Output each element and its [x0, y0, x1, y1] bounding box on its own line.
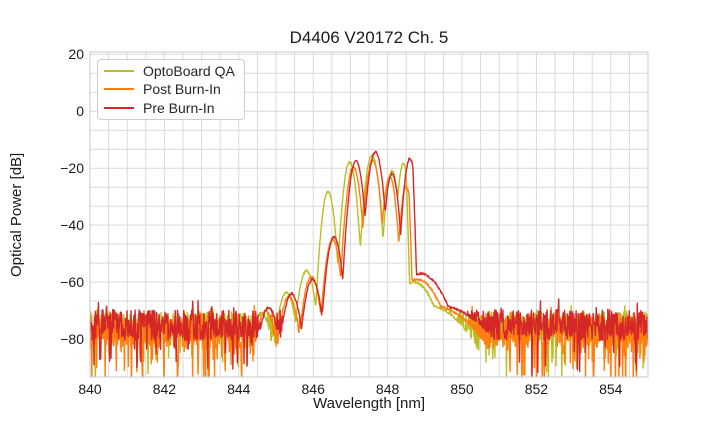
legend-box: OptoBoard QA Post Burn-In Pre Burn-In: [97, 59, 245, 120]
legend-label: OptoBoard QA: [143, 63, 235, 80]
y-tick-label: 0: [76, 103, 84, 120]
y-tick-label: 20: [68, 46, 84, 63]
y-tick-label: −80: [60, 331, 84, 348]
y-tick-label: −40: [60, 217, 84, 234]
legend-item-post-burn-in: Post Burn-In: [104, 80, 238, 98]
x-tick-label: 854: [599, 381, 623, 397]
x-tick-label: 840: [78, 381, 102, 397]
x-tick-label: 842: [152, 381, 177, 397]
x-tick-label: 848: [375, 381, 400, 397]
x-tick-label: 852: [524, 381, 549, 397]
x-axis-label: Wavelength [nm]: [313, 395, 425, 412]
legend-label: Post Burn-In: [143, 81, 221, 98]
x-tick-label: 850: [450, 381, 474, 397]
y-axis-label: Optical Power [dB]: [8, 152, 25, 277]
x-tick-label: 844: [227, 381, 251, 397]
legend-label: Pre Burn-In: [143, 99, 215, 116]
legend-item-optoboard-qa: OptoBoard QA: [104, 62, 238, 80]
chart-title: D4406 V20172 Ch. 5: [289, 28, 449, 47]
legend-line-sample-orange: [104, 88, 134, 91]
legend-item-pre-burn-in: Pre Burn-In: [104, 99, 238, 117]
legend-line-sample-red: [104, 106, 134, 109]
y-tick-label: −60: [60, 274, 84, 291]
y-tick-label: −20: [60, 160, 84, 177]
legend-line-sample-olive: [104, 70, 134, 73]
x-tick-label: 846: [301, 381, 325, 397]
